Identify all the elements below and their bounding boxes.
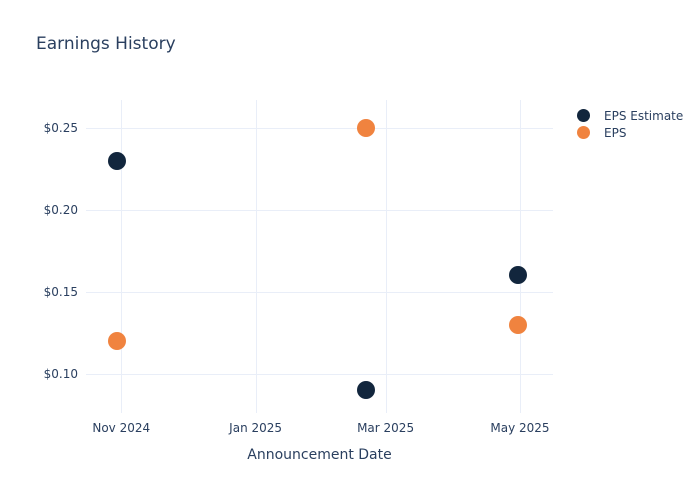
x-gridline [519, 100, 521, 413]
y-tick-label: $0.25 [43, 120, 78, 135]
x-gridline [255, 100, 257, 413]
legend-item-eps-estimate[interactable]: EPS Estimate [577, 107, 683, 124]
x-axis-title: Announcement Date [247, 447, 392, 463]
data-point-eps[interactable] [107, 331, 126, 350]
y-tick-label: $0.20 [43, 202, 78, 217]
y-gridline [86, 127, 553, 129]
x-gridline [121, 100, 123, 413]
y-tick-label: $0.15 [43, 284, 78, 299]
data-point-eps-estimate[interactable] [356, 381, 375, 400]
legend: EPS Estimate EPS [577, 107, 683, 141]
y-gridline [86, 373, 553, 375]
legend-label: EPS [604, 125, 627, 140]
legend-item-eps[interactable]: EPS [577, 124, 683, 141]
y-gridline [86, 291, 553, 293]
y-gridline [86, 209, 553, 211]
legend-label: EPS Estimate [604, 108, 684, 123]
x-tick-label: Jan 2025 [229, 421, 283, 435]
legend-swatch-icon [577, 109, 590, 122]
legend-swatch-icon [577, 126, 590, 139]
x-tick-label: May 2025 [490, 421, 550, 435]
data-point-eps-estimate[interactable] [508, 266, 527, 285]
x-gridline [385, 100, 387, 413]
data-point-eps[interactable] [508, 315, 527, 334]
x-tick-label: Mar 2025 [357, 421, 415, 435]
y-tick-label: $0.10 [43, 366, 78, 381]
data-point-eps-estimate[interactable] [107, 151, 126, 170]
x-tick-label: Nov 2024 [92, 421, 151, 435]
chart-title: Earnings History [36, 34, 176, 54]
data-point-eps[interactable] [356, 118, 375, 137]
